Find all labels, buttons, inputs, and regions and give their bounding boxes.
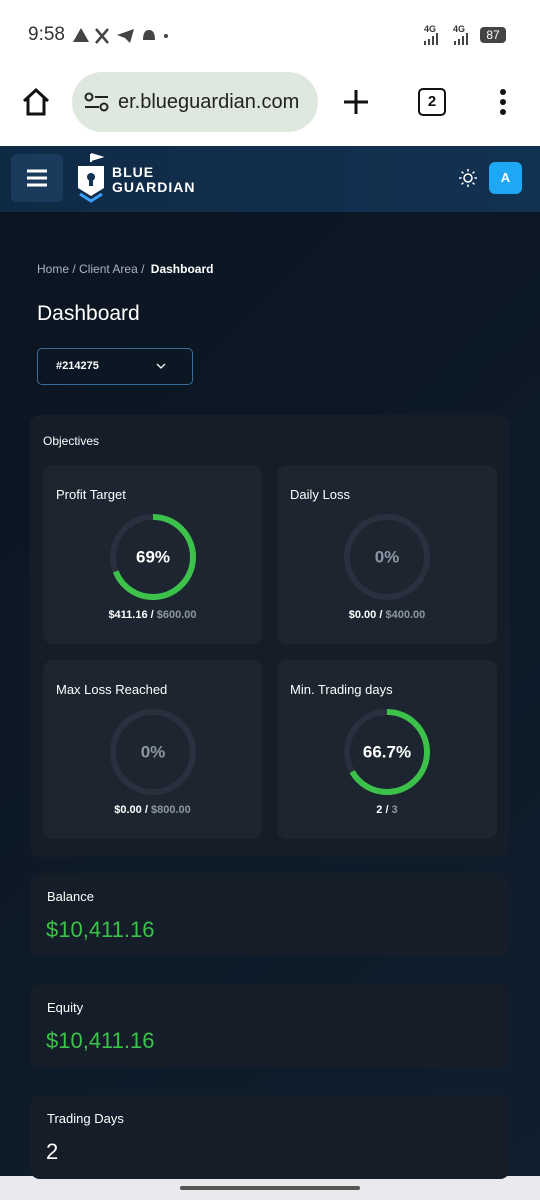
card-title: Max Loss Reached bbox=[56, 682, 168, 697]
clock: 9:58 bbox=[28, 24, 65, 45]
amount-line: $411.16 / $600.00 bbox=[43, 609, 262, 621]
stat-card: Balance $10,411.16 bbox=[30, 873, 510, 957]
card-title: Daily Loss bbox=[290, 487, 350, 502]
card-title: Min. Trading days bbox=[290, 682, 393, 697]
logo-icon bbox=[78, 153, 105, 203]
notification-icons bbox=[73, 28, 168, 44]
stat-label: Trading Days bbox=[47, 1111, 124, 1126]
account-select[interactable]: #214275 bbox=[37, 348, 193, 385]
battery: 87 bbox=[480, 27, 506, 43]
breadcrumb: Home / Client Area / Dashboard bbox=[37, 262, 213, 276]
app-header: BLUE GUARDIAN A bbox=[0, 146, 540, 212]
hamburger-button[interactable] bbox=[11, 154, 63, 202]
objective-card: Profit Target 69% $411.16 / $600.00 bbox=[43, 465, 262, 644]
amount-target: 3 bbox=[391, 804, 398, 816]
amount-separator: / bbox=[385, 804, 389, 816]
amount-target: $800.00 bbox=[150, 804, 191, 816]
amount-separator: / bbox=[379, 609, 383, 621]
hamburger-icon bbox=[27, 169, 47, 187]
stat-value: $10,411.16 bbox=[46, 1028, 155, 1053]
breadcrumb-separator: / bbox=[141, 262, 145, 276]
url-text: er.blueguardian.com bbox=[118, 91, 300, 113]
url-bar[interactable]: er.blueguardian.com bbox=[72, 72, 318, 132]
signal-icons bbox=[424, 33, 468, 45]
objective-card: Daily Loss 0% $0.00 / $400.00 bbox=[277, 465, 497, 644]
avatar-button[interactable]: A bbox=[489, 162, 522, 194]
ring-progress bbox=[109, 514, 196, 600]
card-title: Profit Target bbox=[56, 487, 126, 502]
ring-label: 66.7% bbox=[363, 742, 411, 761]
progress-ring: 69% bbox=[109, 514, 196, 600]
stat-value: 2 bbox=[46, 1139, 59, 1164]
progress-ring: 0% bbox=[344, 514, 430, 600]
amount-separator: / bbox=[150, 609, 154, 621]
amount-separator: / bbox=[144, 804, 148, 816]
progress-ring: 66.7% bbox=[344, 709, 430, 795]
breadcrumb-current: Dashboard bbox=[150, 262, 214, 276]
amount-target: $600.00 bbox=[156, 609, 197, 621]
stat-label: Equity bbox=[47, 1000, 84, 1015]
page-title: Dashboard bbox=[37, 302, 140, 325]
ring-track bbox=[344, 514, 430, 600]
stat-value: $10,411.16 bbox=[46, 917, 155, 942]
logo-text: GUARDIAN bbox=[112, 179, 196, 195]
home-button[interactable] bbox=[20, 86, 52, 118]
dropdown-chevron bbox=[156, 363, 166, 369]
site-settings-icon[interactable] bbox=[84, 92, 110, 112]
amount-line: $0.00 / $400.00 bbox=[277, 609, 497, 621]
ring-track bbox=[109, 709, 196, 795]
stat-card: Equity $10,411.16 bbox=[30, 984, 510, 1068]
stat-label: Balance bbox=[47, 889, 94, 904]
amount-current: $411.16 bbox=[108, 609, 148, 621]
ring-progress bbox=[344, 709, 430, 795]
objective-card: Min. Trading days 66.7% 2 / 3 bbox=[277, 660, 497, 839]
amount-line: 2 / 3 bbox=[277, 804, 497, 816]
home-indicator[interactable] bbox=[180, 1186, 360, 1190]
system-nav-bar bbox=[0, 1176, 540, 1200]
amount-line: $0.00 / $800.00 bbox=[43, 804, 262, 816]
progress-ring: 0% bbox=[109, 709, 196, 795]
objective-card: Max Loss Reached 0% $0.00 / $800.00 bbox=[43, 660, 262, 839]
theme-toggle[interactable] bbox=[458, 168, 478, 188]
stat-card: Trading Days 2 bbox=[30, 1095, 510, 1179]
network-label: 4G bbox=[453, 24, 466, 34]
amount-target: $400.00 bbox=[385, 609, 426, 621]
ring-label: 0% bbox=[140, 742, 165, 761]
status-bar: 9:58 4G 4G 87 bbox=[0, 0, 540, 70]
amount-current: $0.00 bbox=[348, 609, 377, 621]
new-tab-button[interactable] bbox=[342, 88, 370, 116]
menu-button[interactable] bbox=[496, 88, 510, 118]
account-select-value: #214275 bbox=[56, 360, 99, 372]
logo-text: BLUE bbox=[112, 164, 155, 180]
breadcrumb-link[interactable]: Client Area bbox=[79, 262, 138, 276]
tab-count[interactable]: 2 bbox=[418, 88, 446, 116]
breadcrumb-separator: / bbox=[72, 262, 76, 276]
network-label: 4G bbox=[424, 24, 437, 34]
amount-current: $0.00 bbox=[114, 804, 142, 816]
breadcrumb-link[interactable]: Home bbox=[37, 262, 70, 276]
amount-current: 2 bbox=[376, 804, 383, 816]
ring-label: 0% bbox=[375, 547, 400, 566]
ring-label: 69% bbox=[135, 547, 169, 566]
objectives-title: Objectives bbox=[43, 434, 100, 448]
browser-toolbar: er.blueguardian.com 2 bbox=[0, 70, 540, 146]
